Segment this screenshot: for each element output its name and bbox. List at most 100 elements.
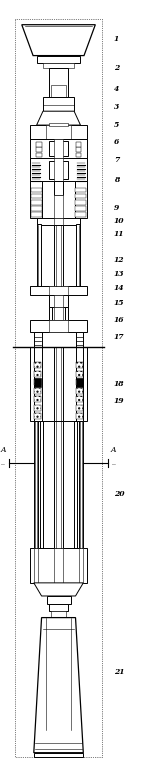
Text: 12: 12 [114, 256, 124, 264]
Bar [37, 218, 81, 225]
Bar [34, 379, 41, 385]
Bar [36, 147, 42, 152]
Text: 1: 1 [114, 35, 119, 42]
Bar [43, 63, 74, 68]
Bar [34, 347, 42, 421]
Bar [54, 218, 63, 225]
Bar [76, 347, 83, 421]
Bar [34, 396, 41, 402]
Text: 11: 11 [114, 230, 124, 238]
Bar [31, 206, 42, 211]
Polygon shape [22, 25, 95, 56]
Bar [54, 158, 63, 181]
Bar [36, 142, 42, 147]
Bar [76, 388, 83, 394]
Bar [34, 362, 41, 368]
Bar [31, 212, 42, 217]
Bar [76, 153, 81, 157]
Bar [34, 371, 41, 377]
Text: 7: 7 [114, 156, 119, 164]
Bar [31, 188, 42, 192]
Text: 8: 8 [114, 176, 119, 184]
Bar [76, 379, 83, 385]
Bar [74, 421, 77, 548]
Text: A: A [1, 446, 6, 454]
Text: 2: 2 [114, 64, 119, 72]
Bar [34, 421, 38, 548]
Bar [54, 295, 63, 307]
Bar [54, 347, 63, 421]
Bar [49, 123, 68, 126]
Text: 18: 18 [114, 381, 124, 388]
Bar [76, 332, 83, 347]
Bar [43, 97, 74, 111]
Text: 4: 4 [114, 85, 119, 93]
Bar [40, 421, 43, 548]
Bar [76, 405, 83, 411]
Bar [34, 548, 38, 583]
Text: 9: 9 [114, 205, 119, 212]
Bar [49, 161, 68, 179]
Text: 6: 6 [114, 138, 119, 146]
Bar [31, 200, 42, 205]
Bar [75, 206, 86, 211]
Bar [76, 142, 81, 147]
Text: 10: 10 [114, 217, 124, 225]
Bar [79, 548, 83, 583]
Bar [30, 347, 87, 421]
Bar [37, 224, 41, 286]
Bar [37, 56, 81, 63]
Bar [30, 158, 87, 181]
Bar [30, 125, 87, 139]
Bar [75, 200, 86, 205]
Bar [47, 596, 71, 604]
Bar [34, 332, 42, 347]
Bar [54, 421, 63, 548]
Bar [51, 611, 66, 618]
Bar [54, 139, 63, 158]
Text: 17: 17 [114, 333, 124, 340]
Bar [49, 141, 68, 156]
Text: 19: 19 [114, 398, 124, 405]
Polygon shape [34, 583, 83, 596]
Bar [51, 85, 66, 97]
Polygon shape [37, 111, 81, 125]
Bar [76, 378, 83, 387]
Bar [76, 413, 83, 419]
Bar [49, 320, 68, 332]
Text: 21: 21 [114, 668, 124, 676]
Bar [49, 286, 68, 295]
Bar [34, 378, 41, 387]
Bar [75, 212, 86, 217]
Bar [34, 753, 83, 757]
Text: _: _ [1, 458, 5, 466]
Text: 16: 16 [114, 316, 124, 323]
Bar [54, 225, 63, 286]
Bar [34, 405, 41, 411]
Bar [36, 153, 42, 157]
Text: 20: 20 [114, 490, 124, 498]
Bar [79, 421, 83, 548]
Bar [30, 139, 87, 158]
Bar [54, 181, 63, 195]
Bar [76, 396, 83, 402]
Bar [49, 295, 68, 307]
Polygon shape [34, 618, 83, 753]
Text: A: A [111, 446, 116, 454]
Bar [76, 371, 83, 377]
Bar [65, 307, 68, 320]
Text: 13: 13 [114, 270, 124, 278]
Bar [49, 307, 52, 320]
Bar [30, 181, 42, 218]
Bar [46, 125, 71, 139]
Bar [30, 286, 87, 295]
Bar [54, 195, 63, 218]
Bar [76, 147, 81, 152]
Bar [75, 188, 86, 192]
Text: 3: 3 [114, 103, 119, 110]
Bar [31, 194, 42, 198]
Bar [30, 320, 87, 332]
Text: 5: 5 [114, 121, 119, 129]
Bar [76, 224, 81, 286]
Text: _: _ [112, 458, 116, 466]
